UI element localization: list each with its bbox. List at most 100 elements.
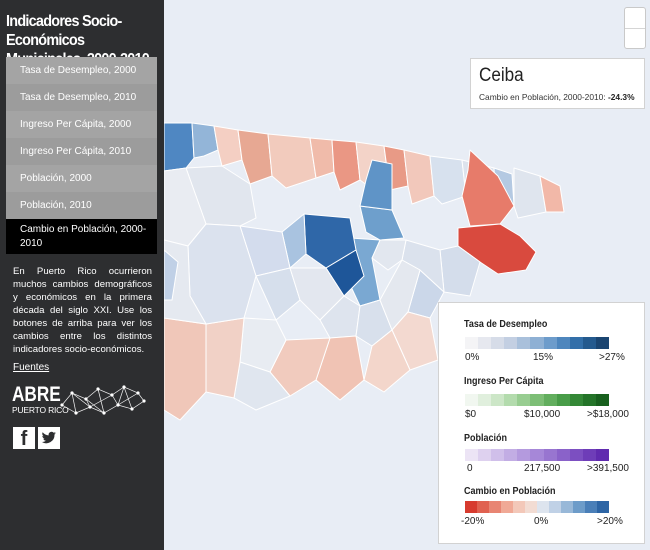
municipality-rio-grande[interactable]: [513, 167, 547, 219]
sidebar-description: En Puerto Rico ocurrieron muchos cambios…: [13, 266, 152, 355]
municipality-cayey[interactable]: [379, 259, 421, 331]
municipality-arecibo[interactable]: [267, 133, 317, 189]
logo-word: ABRE: [12, 383, 61, 406]
indicator-menu: Tasa de Desempleo, 2000 Tasa de Desemple…: [6, 57, 157, 254]
legend-title-poblacion: Población: [464, 433, 508, 444]
legend-tick: 0%: [534, 516, 549, 527]
legend-swatch: [582, 449, 596, 461]
legend-swatch: [465, 394, 479, 406]
network-graphic-icon: [60, 385, 146, 415]
legend-panel: Tasa de Desempleo 0% 15% >27% Ingreso Pe…: [438, 302, 645, 544]
municipality-bayamon[interactable]: [403, 149, 435, 205]
legend-swatch: [582, 394, 596, 406]
menu-item-poblacion-2010[interactable]: Población, 2010: [6, 192, 157, 219]
info-indicator: Cambio en Población, 2000-2010: -24.3%: [479, 92, 635, 102]
legend-swatch: [569, 394, 583, 406]
legend-swatch: [477, 501, 489, 513]
facebook-icon[interactable]: f: [13, 427, 35, 450]
menu-item-poblacion-2000[interactable]: Población, 2000: [6, 165, 157, 192]
legend-swatch: [543, 394, 557, 406]
menu-item-desempleo-2010[interactable]: Tasa de Desempleo, 2010: [6, 84, 157, 111]
legend-swatch: [543, 449, 557, 461]
municipality-name: Ceiba: [479, 65, 524, 86]
legend-tick: >391,500: [587, 463, 629, 474]
info-panel: Ceiba Cambio en Población, 2000-2010: -2…: [470, 58, 645, 109]
legend-swatch: [530, 449, 544, 461]
legend-swatch: [478, 449, 492, 461]
municipality-hatillo[interactable]: [237, 129, 273, 185]
legend-swatch: [504, 449, 518, 461]
legend-swatch: [543, 337, 557, 349]
legend-swatch: [595, 394, 610, 406]
legend-swatch: [489, 501, 501, 513]
info-value: -24.3%: [607, 92, 635, 102]
legend-swatch: [491, 394, 505, 406]
legend-swatch: [595, 337, 610, 349]
zoom-out-button[interactable]: [625, 28, 645, 48]
menu-item-ingreso-2000[interactable]: Ingreso Per Cápita, 2000: [6, 111, 157, 138]
sources-link[interactable]: Fuentes: [13, 362, 50, 373]
legend-swatch: [582, 337, 596, 349]
legend-swatch: [549, 501, 561, 513]
municipality-isabela[interactable]: [163, 122, 195, 172]
zoom-control: [624, 7, 646, 49]
legend-swatch: [517, 337, 531, 349]
legend-scale-cambio: [465, 501, 609, 513]
municipality-penuelas[interactable]: [163, 249, 179, 301]
legend-swatch: [491, 337, 505, 349]
sidebar: Indicadores Socio-Económicos Municipales…: [0, 0, 164, 550]
legend-swatch: [525, 501, 537, 513]
legend-swatch: [530, 337, 544, 349]
legend-tick: -20%: [461, 516, 485, 527]
legend-swatch: [465, 337, 479, 349]
legend-tick: $0: [465, 409, 477, 420]
legend-swatch: [504, 337, 518, 349]
legend-swatch: [478, 394, 492, 406]
legend-tick: >27%: [599, 352, 625, 363]
legend-tick: $10,000: [524, 409, 561, 420]
municipality-manati[interactable]: [331, 139, 361, 191]
legend-swatch: [517, 394, 531, 406]
legend-tick: 0: [467, 463, 473, 474]
legend-tick: 15%: [533, 352, 554, 363]
legend-swatch: [556, 337, 570, 349]
legend-swatch: [561, 501, 573, 513]
twitter-bird-icon: [41, 431, 56, 444]
legend-swatch: [504, 394, 518, 406]
legend-title-cambio: Cambio en Población: [464, 486, 556, 497]
municipality-trujillo-alto[interactable]: [359, 159, 393, 211]
municipality-yabucoa[interactable]: [363, 329, 411, 393]
legend-swatch: [465, 449, 479, 461]
legend-swatch: [517, 449, 531, 461]
zoom-in-button[interactable]: [625, 8, 645, 28]
info-label: Cambio en Población, 2000-2010:: [479, 92, 606, 102]
legend-swatch: [478, 337, 492, 349]
menu-item-desempleo-2000[interactable]: Tasa de Desempleo, 2000: [6, 57, 157, 84]
legend-title-ingreso: Ingreso Per Cápita: [464, 376, 544, 387]
legend-tick: 217,500: [524, 463, 561, 474]
twitter-icon[interactable]: [38, 427, 60, 449]
legend-swatch: [569, 449, 583, 461]
legend-tick: 0%: [465, 352, 480, 363]
legend-swatch: [556, 449, 570, 461]
legend-swatch: [465, 501, 477, 513]
legend-swatch: [556, 394, 570, 406]
legend-swatch: [537, 501, 549, 513]
municipality-quebradillas[interactable]: [191, 122, 219, 159]
legend-scale-desempleo: [465, 337, 610, 349]
municipality-camuy[interactable]: [213, 125, 243, 167]
municipality-luquillo[interactable]: [539, 175, 565, 213]
legend-swatch: [573, 501, 585, 513]
legend-tick: >20%: [597, 516, 623, 527]
legend-swatch: [595, 449, 610, 461]
legend-scale-poblacion: [465, 449, 610, 461]
abre-logo[interactable]: ABRE PUERTO RICO: [12, 383, 146, 419]
menu-item-cambio-poblacion[interactable]: Cambio en Población, 2000-2010: [6, 219, 157, 254]
municipality-san-juan[interactable]: [429, 155, 467, 205]
legend-swatch: [530, 394, 544, 406]
legend-tick: >$18,000: [587, 409, 629, 420]
menu-item-ingreso-2010[interactable]: Ingreso Per Cápita, 2010: [6, 138, 157, 165]
legend-swatch: [491, 449, 505, 461]
legend-swatch: [501, 501, 513, 513]
legend-swatch: [585, 501, 597, 513]
